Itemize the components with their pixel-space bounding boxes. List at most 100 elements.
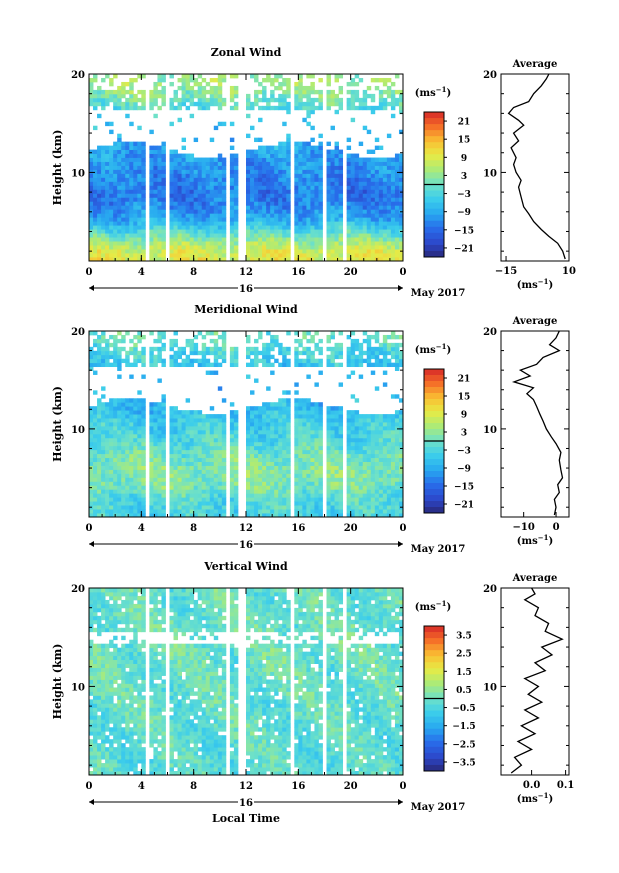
x-tick-label: 0 (400, 267, 407, 278)
panel-title: Zonal Wind (211, 46, 282, 59)
colorbar-band (424, 752, 444, 760)
colorbar-band (424, 704, 444, 712)
x-tick-label: 8 (190, 523, 197, 534)
colorbar-tick-label: −3 (457, 447, 471, 457)
date-day-bg (238, 538, 254, 550)
colorbar-band (424, 722, 444, 730)
average-profile-line (511, 330, 564, 516)
colorbar-unit-sup: −1 (436, 599, 447, 608)
colorbar-band (424, 459, 444, 466)
date-label: May 2017 (411, 288, 466, 299)
average-profile-line (510, 587, 564, 774)
x-tick-label: 8 (190, 781, 197, 792)
x-tick-label: 12 (239, 781, 253, 792)
colorbar-tick-label: −21 (454, 244, 474, 254)
colorbar-band (424, 381, 444, 388)
colorbar-unit-sup: −1 (436, 85, 447, 94)
colorbar-band (424, 662, 444, 669)
x-tick-label: 16 (291, 523, 305, 534)
heatmap-cells (89, 74, 404, 262)
colorbar-band (424, 118, 444, 125)
colorbar-tick-label: 15 (458, 393, 471, 403)
y-tick-label: 20 (71, 584, 85, 595)
colorbar-band (424, 148, 444, 155)
colorbar-band (424, 184, 444, 192)
colorbar-band (424, 429, 444, 436)
colorbar-band (424, 638, 444, 645)
colorbar-band (424, 740, 444, 748)
colorbar-band (424, 692, 444, 699)
colorbar-band (424, 483, 444, 490)
x-tick-label: 0 (400, 781, 407, 792)
colorbar-band (424, 471, 444, 478)
colorbar-unit-text: (ms (415, 345, 436, 356)
panel-2: Vertical Wind 0 4 8 12 16 20 0 10 20 Height (km) 16… (51, 560, 574, 813)
average-title: Average (512, 573, 558, 584)
colorbar-tick-label: −15 (454, 483, 474, 493)
colorbar-tick-label: −1.5 (452, 722, 475, 732)
colorbar-unit-close: ) (446, 345, 451, 356)
date-day: 16 (239, 798, 253, 809)
date-bar-arrow-left (89, 799, 94, 805)
x-axis-label: Local Time (212, 812, 280, 825)
average-y-tick-label: 10 (483, 168, 497, 179)
colorbar-band (424, 465, 444, 472)
y-axis-label: Height (km) (51, 644, 64, 720)
colorbar-tick-label: 9 (461, 154, 467, 164)
colorbar-band (424, 746, 444, 754)
x-tick-label: 20 (344, 523, 358, 534)
colorbar-band (424, 232, 444, 240)
colorbar-band (424, 680, 444, 687)
colorbar-unit-sup: −1 (436, 342, 447, 351)
average-x-label-text: (ms (517, 794, 538, 805)
colorbar-tick-label: −0.5 (452, 704, 475, 714)
colorbar-band (424, 495, 444, 502)
y-tick-label: 10 (71, 682, 85, 693)
average-x-tick-label: 0 (553, 522, 560, 533)
colorbar-tick-label: −9 (457, 208, 471, 218)
average-frame (500, 330, 570, 518)
panel-title: Meridional Wind (194, 303, 298, 316)
colorbar-band (424, 489, 444, 496)
colorbar-band (424, 423, 444, 430)
colorbar-band (424, 190, 444, 198)
y-tick-label: 10 (71, 425, 85, 436)
colorbar-band (424, 411, 444, 418)
average-frame (500, 587, 570, 776)
average-x-tick-label: −10 (513, 522, 535, 533)
x-tick-label: 4 (138, 781, 145, 792)
colorbar-tick-label: 21 (458, 375, 471, 385)
date-bar-arrow-right (398, 799, 403, 805)
y-tick-label: 20 (71, 327, 85, 338)
colorbar-band (424, 375, 444, 382)
colorbar-unit: (ms−1) (415, 342, 451, 356)
colorbar-band (424, 124, 444, 131)
x-tick-label: 8 (190, 267, 197, 278)
colorbar-tick-label: −9 (457, 465, 471, 475)
average-panel: Average 10 20 −15 10 (ms−1) (483, 59, 576, 291)
average-x-tick-label: 0.0 (523, 780, 540, 791)
date-day-bg (238, 282, 254, 294)
x-tick-label: 16 (291, 781, 305, 792)
date-label: May 2017 (411, 802, 466, 813)
average-x-label-text: (ms (517, 280, 538, 291)
colorbar-band (424, 650, 444, 657)
colorbar-band (424, 112, 444, 119)
average-x-label: (ms−1) (517, 791, 553, 805)
colorbar-band (424, 644, 444, 651)
colorbar-band (424, 417, 444, 424)
colorbar-band (424, 178, 444, 185)
colorbar-band (424, 226, 444, 234)
colorbar-band (424, 686, 444, 693)
x-tick-label: 0 (86, 267, 93, 278)
colorbar-band (424, 154, 444, 161)
average-x-label-sup: −1 (538, 791, 549, 800)
colorbar-tick-label: 15 (458, 136, 471, 146)
y-axis-label: Height (km) (51, 386, 64, 462)
colorbar-band (424, 626, 444, 633)
colorbar-band (424, 250, 444, 258)
y-axis-label: Height (km) (51, 130, 64, 206)
colorbar-band (424, 674, 444, 681)
date-bar-arrow-left (89, 541, 94, 547)
colorbar-band (424, 501, 444, 508)
